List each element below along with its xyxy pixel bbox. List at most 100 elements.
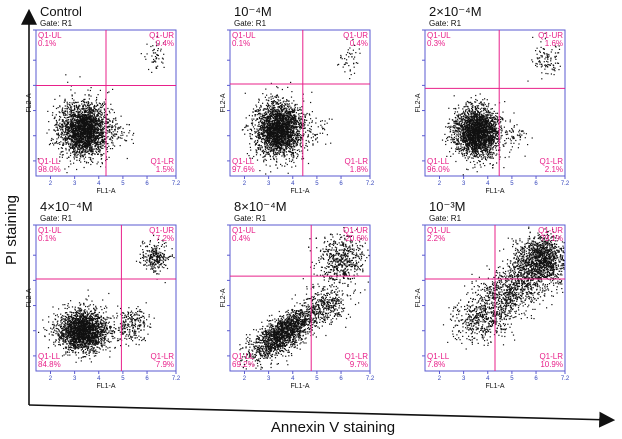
event-dot bbox=[264, 145, 266, 147]
event-dot bbox=[262, 127, 264, 129]
event-dot bbox=[112, 144, 114, 146]
event-dot bbox=[70, 108, 72, 110]
event-dot bbox=[88, 131, 90, 133]
event-dot bbox=[309, 114, 311, 116]
event-dot bbox=[66, 117, 69, 119]
event-dot bbox=[92, 130, 94, 132]
event-dot bbox=[277, 135, 279, 137]
event-dot bbox=[58, 119, 60, 121]
event-dot bbox=[262, 156, 264, 158]
event-dot bbox=[280, 146, 282, 148]
event-dot bbox=[271, 125, 274, 127]
event-dot bbox=[320, 120, 322, 122]
figure-x-label: Annexin V staining bbox=[271, 419, 395, 436]
event-dot bbox=[297, 138, 300, 141]
event-dot bbox=[73, 141, 75, 144]
event-dot bbox=[270, 132, 273, 134]
event-dot bbox=[285, 144, 287, 146]
event-dot bbox=[290, 123, 292, 125]
event-dot bbox=[258, 135, 260, 138]
event-dot bbox=[255, 110, 257, 112]
event-dot bbox=[264, 120, 266, 122]
event-dot bbox=[81, 129, 83, 131]
event-dot bbox=[84, 110, 86, 112]
event-dot bbox=[247, 125, 249, 127]
event-dot bbox=[73, 158, 75, 160]
event-dot bbox=[292, 135, 294, 137]
event-dot bbox=[276, 149, 278, 151]
event-dot bbox=[57, 129, 59, 131]
event-dot bbox=[278, 115, 280, 118]
event-dot bbox=[63, 123, 65, 125]
event-dot bbox=[307, 140, 310, 142]
event-dot bbox=[291, 127, 293, 129]
event-dot bbox=[95, 132, 98, 134]
event-dot bbox=[64, 99, 66, 101]
event-dot bbox=[55, 123, 57, 126]
event-dot bbox=[81, 121, 83, 123]
event-dot bbox=[86, 148, 88, 150]
event-dot bbox=[269, 112, 271, 114]
event-dot bbox=[75, 124, 77, 126]
event-dot bbox=[291, 155, 293, 157]
event-dot bbox=[285, 117, 287, 119]
event-dot bbox=[298, 117, 300, 119]
event-dot bbox=[267, 116, 270, 118]
event-dot bbox=[85, 128, 87, 130]
event-dot bbox=[262, 109, 264, 111]
event-dot bbox=[285, 132, 287, 134]
event-dot bbox=[284, 135, 286, 137]
event-dot bbox=[102, 105, 104, 107]
event-dot bbox=[61, 132, 63, 134]
event-dot bbox=[270, 135, 272, 137]
event-dot bbox=[68, 138, 70, 140]
event-dot bbox=[95, 136, 97, 138]
event-dot bbox=[72, 124, 74, 126]
event-dot bbox=[245, 124, 247, 126]
scatter-dots bbox=[37, 35, 165, 174]
event-dot bbox=[72, 145, 74, 147]
event-dot bbox=[281, 129, 283, 131]
event-dot bbox=[271, 138, 273, 141]
event-dot bbox=[95, 133, 97, 135]
event-dot bbox=[279, 148, 281, 150]
event-dot bbox=[263, 134, 265, 136]
event-dot bbox=[93, 135, 95, 137]
event-dot bbox=[146, 43, 148, 45]
event-dot bbox=[74, 143, 76, 146]
event-dot bbox=[100, 109, 102, 111]
event-dot bbox=[270, 131, 272, 133]
event-dot bbox=[246, 153, 248, 155]
event-dot bbox=[289, 113, 291, 115]
event-dot bbox=[293, 156, 295, 158]
event-dot bbox=[291, 115, 293, 117]
event-dot bbox=[269, 110, 271, 112]
event-dot bbox=[284, 103, 286, 105]
event-dot bbox=[304, 147, 306, 149]
event-dot bbox=[88, 113, 90, 115]
event-dot bbox=[66, 110, 68, 112]
event-dot bbox=[88, 144, 90, 146]
event-dot bbox=[97, 111, 99, 113]
event-dot bbox=[91, 153, 93, 155]
event-dot bbox=[283, 153, 285, 156]
event-dot bbox=[100, 123, 102, 125]
event-dot bbox=[265, 131, 267, 133]
event-dot bbox=[109, 120, 111, 122]
event-dot bbox=[266, 146, 268, 148]
event-dot bbox=[74, 154, 76, 156]
event-dot bbox=[303, 121, 305, 123]
event-dot bbox=[280, 147, 282, 149]
event-dot bbox=[271, 144, 273, 146]
event-dot bbox=[95, 121, 97, 123]
event-dot bbox=[82, 122, 84, 124]
event-dot bbox=[264, 96, 266, 98]
event-dot bbox=[69, 115, 71, 117]
event-dot bbox=[282, 135, 285, 137]
event-dot bbox=[288, 142, 290, 144]
event-dot bbox=[68, 131, 71, 133]
event-dot bbox=[93, 106, 95, 108]
event-dot bbox=[69, 160, 71, 162]
event-dot bbox=[76, 106, 78, 109]
event-dot bbox=[314, 134, 316, 137]
